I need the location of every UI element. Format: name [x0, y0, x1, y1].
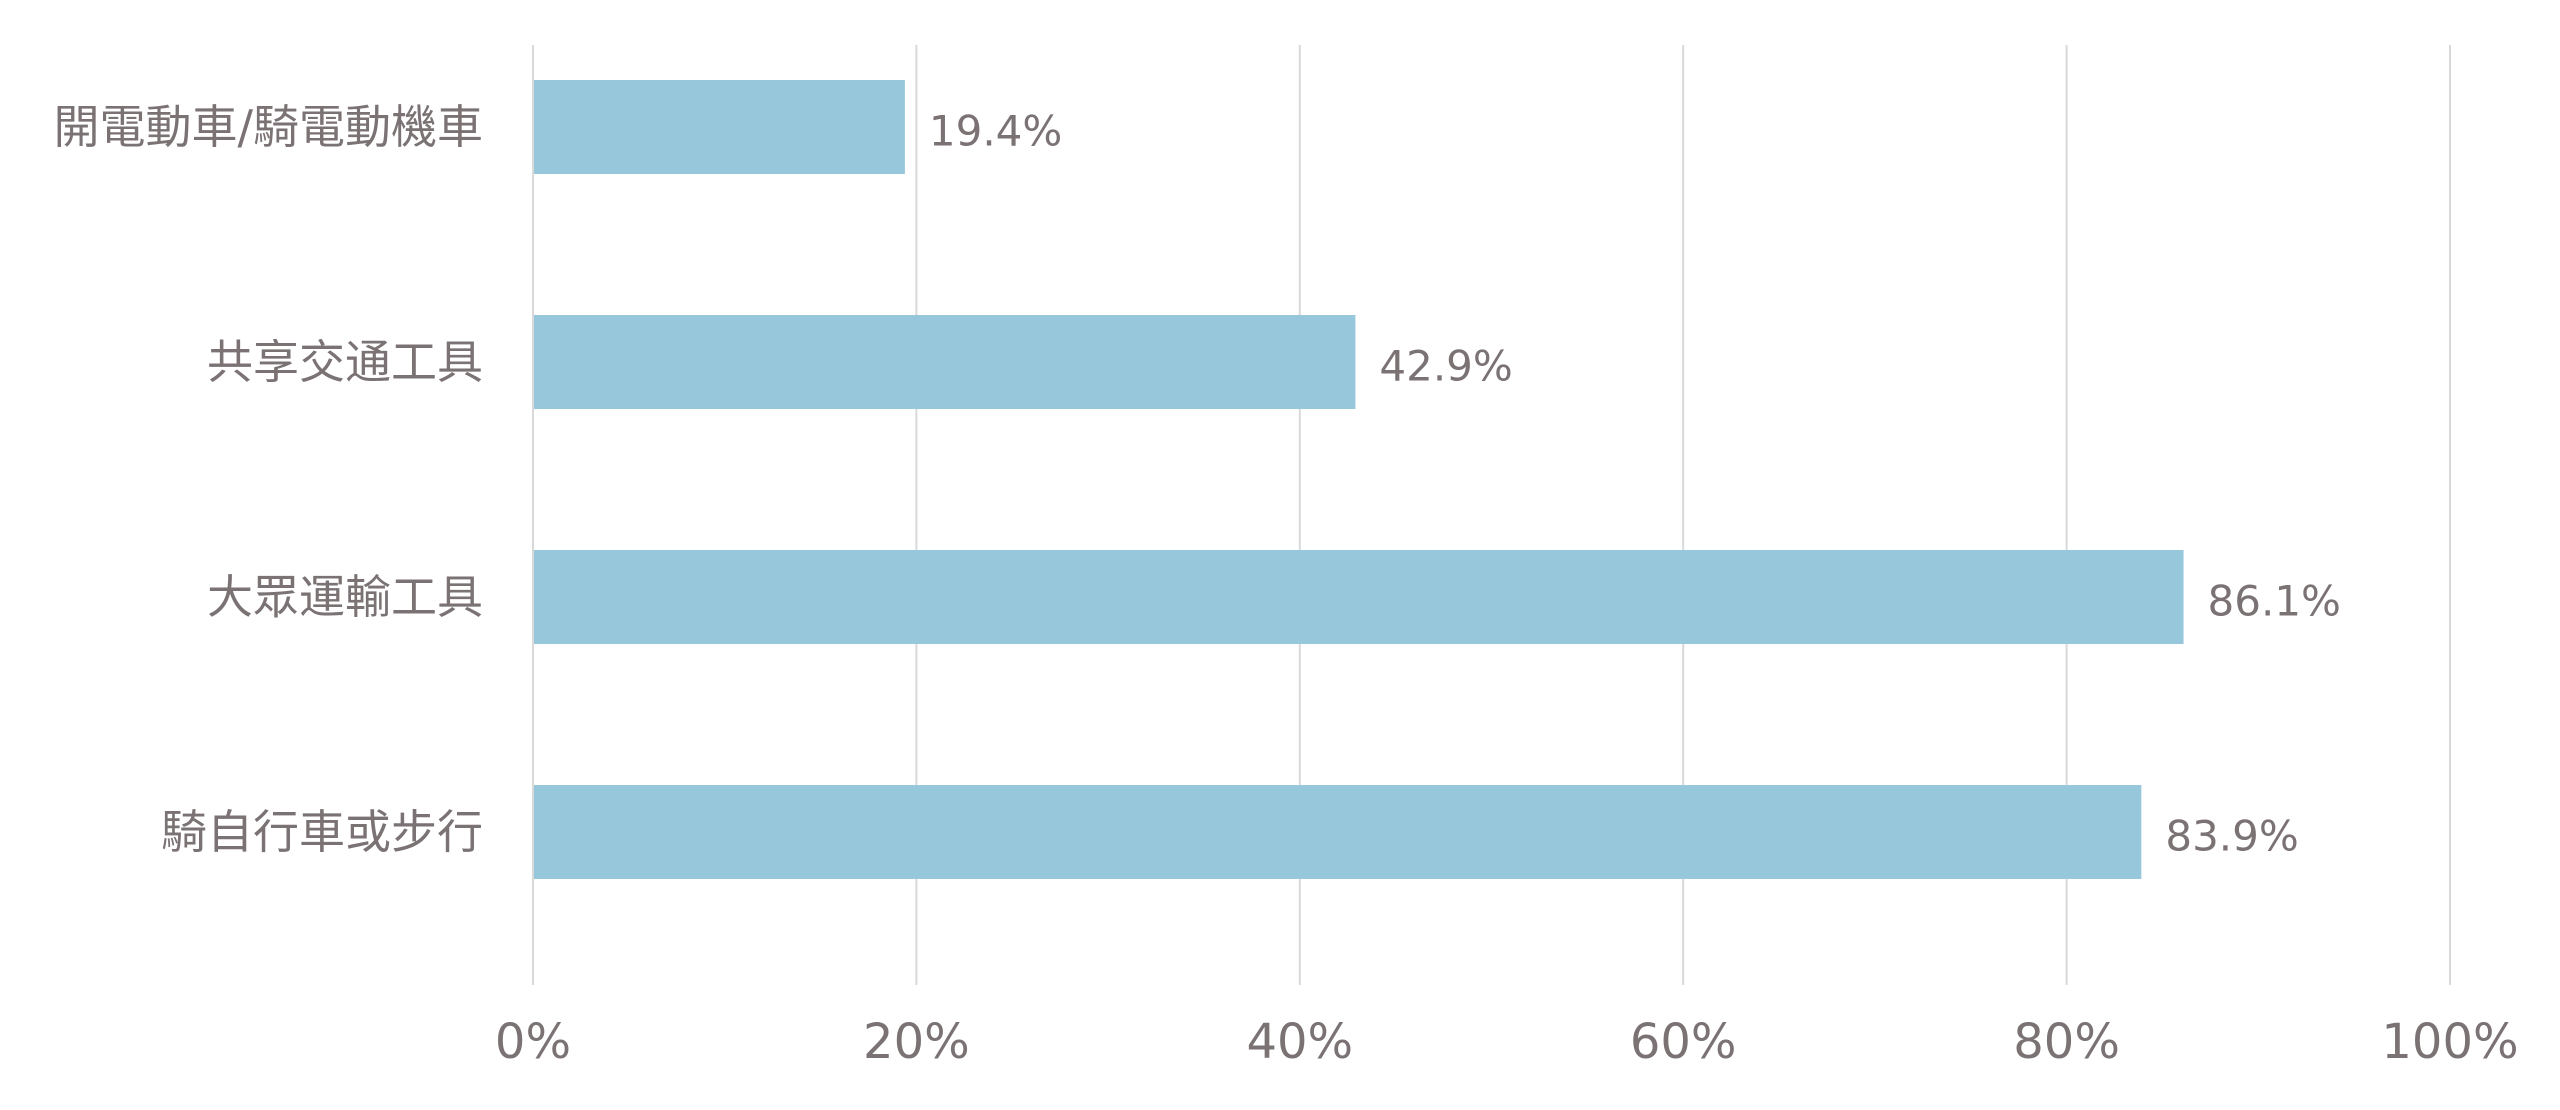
x-tick-label: 0%: [495, 1014, 571, 1070]
bar: [533, 315, 1356, 409]
bars: [533, 80, 2184, 879]
x-tick-label: 60%: [1630, 1014, 1737, 1070]
category-label: 開電動車/騎電動機車: [54, 100, 484, 154]
x-tick-label: 40%: [1246, 1014, 1353, 1070]
x-tick-label: 20%: [863, 1014, 970, 1070]
category-label: 騎自行車或步行: [161, 805, 483, 859]
data-labels: 19.4% 42.9% 86.1% 83.9%: [929, 107, 2341, 861]
data-label: 42.9%: [1379, 342, 1512, 391]
x-tick-labels: 0% 20% 40% 60% 80% 100%: [495, 1014, 2519, 1070]
bar: [533, 785, 2142, 879]
x-tick-label: 100%: [2381, 1014, 2518, 1070]
bar: [533, 550, 2184, 644]
category-label: 大眾運輸工具: [207, 570, 483, 624]
x-tick-label: 80%: [2013, 1014, 2120, 1070]
category-label: 共享交通工具: [207, 335, 483, 389]
data-label: 83.9%: [2165, 812, 2298, 861]
data-label: 86.1%: [2208, 577, 2341, 626]
bar: [533, 80, 905, 174]
data-label: 19.4%: [929, 107, 1062, 156]
